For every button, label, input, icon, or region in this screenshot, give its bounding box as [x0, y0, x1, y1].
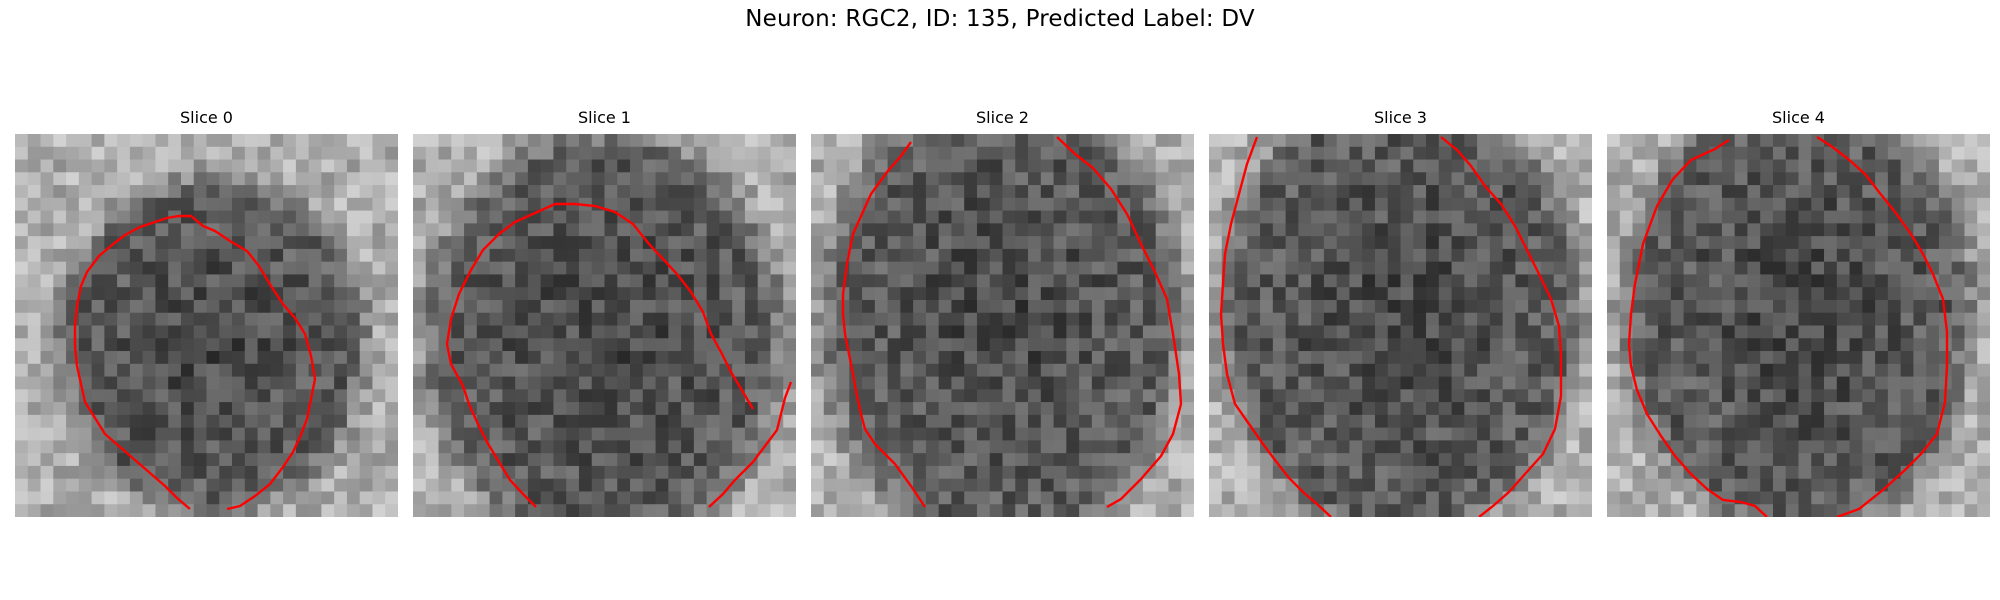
slice-image-1	[413, 134, 796, 517]
slice-image-0	[15, 134, 398, 517]
slice-panel-1: Slice 1	[413, 108, 796, 520]
slice-title-0: Slice 0	[180, 108, 233, 127]
contour-line-2b	[1056, 136, 1183, 509]
contour-line-3b	[1440, 136, 1563, 517]
slice-image-4	[1607, 134, 1990, 517]
grayscale-grid-0	[15, 134, 398, 517]
figure-title: Neuron: RGC2, ID: 135, Predicted Label: …	[745, 6, 1255, 32]
grayscale-grid-1	[413, 134, 796, 517]
slice-title-2: Slice 2	[976, 108, 1029, 127]
slice-image-2	[811, 134, 1194, 517]
grayscale-grid-4	[1607, 134, 1990, 517]
slice-image-3	[1209, 134, 1592, 517]
contour-line-4a	[1627, 138, 1768, 517]
slice-title-4: Slice 4	[1772, 108, 1825, 127]
slice-panel-4: Slice 4	[1607, 108, 1990, 520]
slice-title-3: Slice 3	[1374, 108, 1427, 127]
grayscale-grid-3	[1209, 134, 1592, 517]
contour-line-1a	[445, 202, 755, 508]
grayscale-grid-2	[811, 134, 1194, 517]
slice-panel-2: Slice 2	[811, 108, 1194, 520]
slice-title-1: Slice 1	[578, 108, 631, 127]
contour-line-2a	[841, 141, 926, 508]
slice-panel-3: Slice 3	[1209, 108, 1592, 520]
slice-panel-0: Slice 0	[15, 108, 398, 520]
contour-line-0	[73, 214, 317, 511]
contour-line-4b	[1816, 135, 1949, 517]
contour-line-3a	[1219, 136, 1332, 517]
contour-line-1b	[708, 381, 793, 508]
